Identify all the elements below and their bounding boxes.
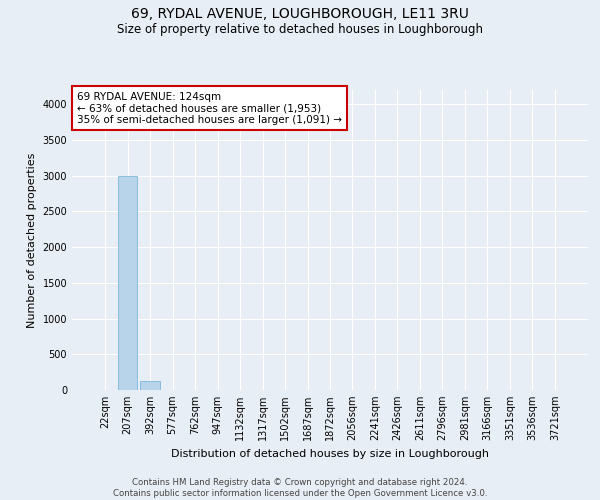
Bar [118, 176, 137, 390]
Text: Contains HM Land Registry data © Crown copyright and database right 2024.
Contai: Contains HM Land Registry data © Crown c… [113, 478, 487, 498]
Bar [140, 382, 160, 390]
Text: 69, RYDAL AVENUE, LOUGHBOROUGH, LE11 3RU: 69, RYDAL AVENUE, LOUGHBOROUGH, LE11 3RU [131, 8, 469, 22]
Text: Size of property relative to detached houses in Loughborough: Size of property relative to detached ho… [117, 22, 483, 36]
X-axis label: Distribution of detached houses by size in Loughborough: Distribution of detached houses by size … [171, 448, 489, 458]
Y-axis label: Number of detached properties: Number of detached properties [27, 152, 37, 328]
Text: 69 RYDAL AVENUE: 124sqm
← 63% of detached houses are smaller (1,953)
35% of semi: 69 RYDAL AVENUE: 124sqm ← 63% of detache… [77, 92, 342, 124]
